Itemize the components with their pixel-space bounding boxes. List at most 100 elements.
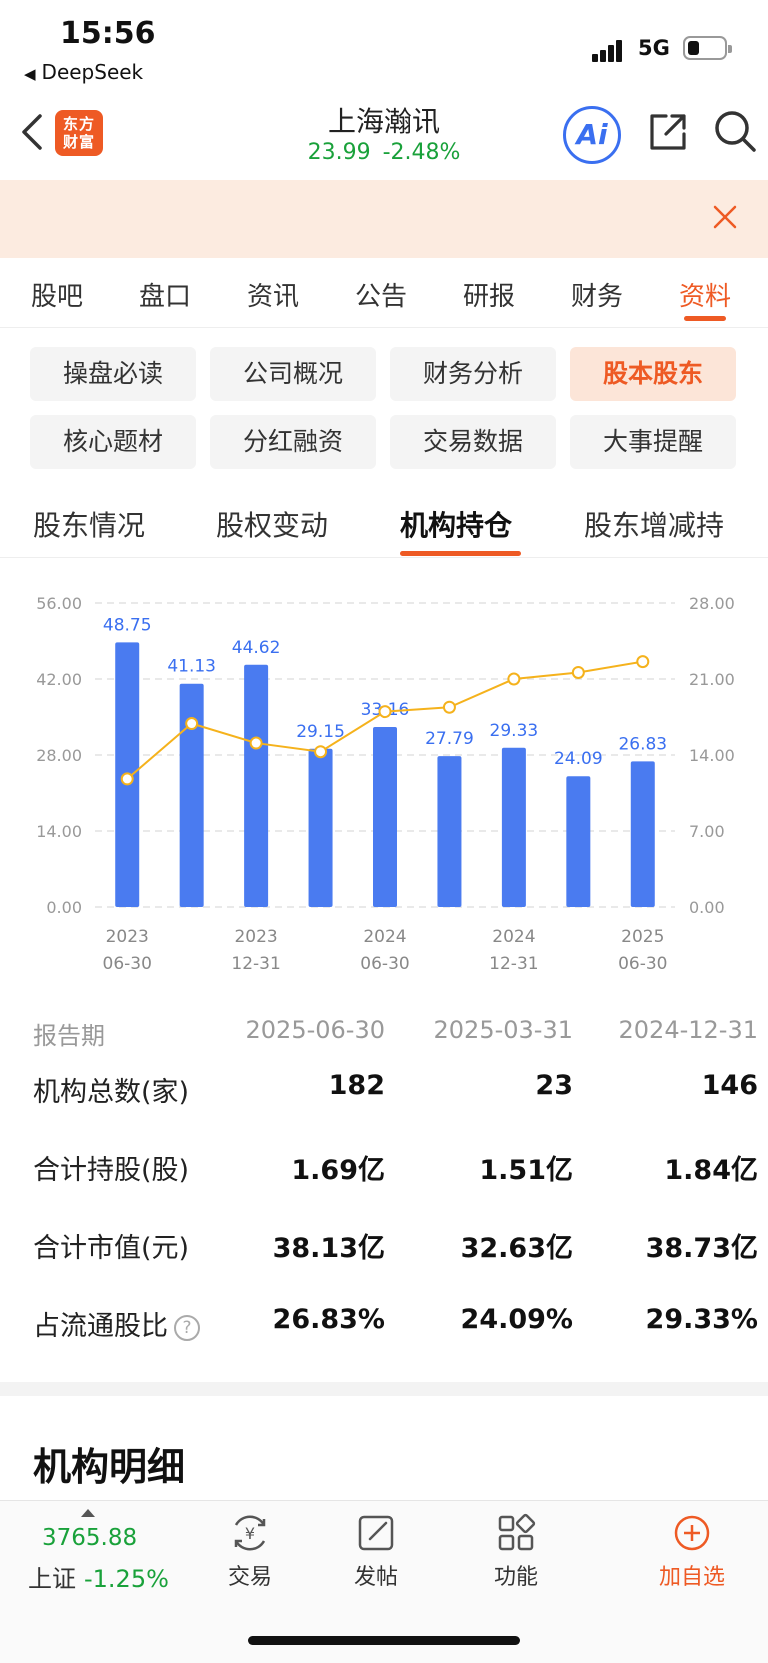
table-cell: 38.13亿 (272, 1233, 385, 1264)
nav-post[interactable]: 发帖 (321, 1513, 431, 1591)
stock-header: 东方 财富 上海瀚讯 23.99 -2.48% Ai (0, 92, 768, 180)
table-cell: 182 (328, 1070, 385, 1101)
promo-banner (0, 180, 768, 258)
bar (373, 726, 397, 907)
active-subtab-indicator (400, 551, 521, 556)
bar (179, 683, 204, 907)
share-icon[interactable] (646, 110, 690, 154)
table-header-row: 报告期 2025-06-30 2025-03-31 2024-12-31 (0, 1016, 768, 1056)
close-icon[interactable] (710, 202, 740, 232)
left-axis-tick: 14.00 (36, 822, 82, 841)
nav-functions[interactable]: 功能 (461, 1513, 571, 1591)
table-row: 合计持股(股) 1.69亿 1.51亿 1.84亿 (0, 1148, 768, 1188)
bar (630, 761, 655, 907)
tab-finance[interactable]: 财务 (571, 282, 624, 312)
chip-dividends-financing[interactable]: 分红融资 (210, 415, 376, 469)
row-label: 占流通股比 (33, 1311, 168, 1342)
tab-guba[interactable]: 股吧 (31, 282, 84, 312)
left-axis-tick: 56.00 (36, 594, 82, 613)
tab-profile[interactable]: 资料 (679, 282, 732, 312)
bar-value-label: 27.79 (425, 729, 474, 749)
back-to-app-link[interactable]: ◀ DeepSeek (24, 60, 143, 84)
nav-add-watchlist[interactable]: 加自选 (637, 1513, 747, 1591)
right-axis-tick: 21.00 (689, 670, 735, 689)
subtab-holder-changes[interactable]: 股东增减持 (584, 509, 725, 542)
x-axis-tick-year: 2023 (234, 927, 277, 947)
tab-announcements[interactable]: 公告 (355, 282, 408, 312)
bar-value-label: 24.09 (554, 749, 603, 769)
left-axis-tick: 28.00 (36, 746, 82, 765)
x-axis-tick-date: 12-31 (489, 954, 538, 974)
row-label: 合计市值(元) (33, 1233, 190, 1264)
bar (437, 756, 462, 907)
bottom-nav: 3765.88 上证 -1.25% ¥ 交易 发帖 功能 (0, 1500, 768, 1663)
x-axis-tick-date: 12-31 (231, 954, 280, 974)
table-cell: 29.33% (645, 1304, 758, 1335)
edit-post-icon (358, 1515, 394, 1551)
stock-name: 上海瀚讯 (327, 105, 440, 138)
index-change: -1.25% (84, 1565, 169, 1593)
tab-research[interactable]: 研报 (463, 282, 516, 312)
line-point (378, 705, 392, 719)
bar (244, 664, 269, 907)
nav-label: 功能 (493, 1565, 538, 1590)
index-value[interactable]: 3765.88 (42, 1525, 138, 1551)
chip-company-overview[interactable]: 公司概况 (210, 347, 376, 401)
sub-tabs: 股东情况 股权变动 机构持仓 股东增减持 (0, 488, 768, 558)
nav-trade[interactable]: ¥ 交易 (195, 1513, 305, 1591)
expand-caret-icon[interactable] (81, 1509, 95, 1517)
stock-quote: 23.99 -2.48% (0, 140, 768, 165)
back-arrow-icon[interactable] (18, 112, 48, 152)
line-point (314, 745, 328, 759)
chip-trading-must-read[interactable]: 操盘必读 (30, 347, 196, 401)
chip-event-reminders[interactable]: 大事提醒 (570, 415, 736, 469)
right-axis-tick: 14.00 (689, 746, 735, 765)
left-axis-tick: 42.00 (36, 670, 82, 689)
table-cell: 26.83% (272, 1304, 385, 1335)
stock-price: 23.99 (307, 140, 371, 165)
bar-value-label: 44.62 (232, 638, 281, 658)
left-axis-tick: 0.00 (46, 898, 82, 917)
back-app-label: DeepSeek (41, 60, 144, 84)
institutional-holdings-chart: 0.00 0.00 14.00 7.00 28.00 14.00 42.00 21.00 56.… (0, 580, 768, 980)
bar-value-label: 41.13 (167, 657, 216, 677)
battery-icon (683, 36, 732, 60)
help-icon[interactable]: ? (174, 1314, 200, 1341)
grid-icon (498, 1513, 536, 1551)
tab-pankou[interactable]: 盘口 (139, 282, 192, 312)
line-point (185, 717, 199, 731)
subtab-equity-changes[interactable]: 股权变动 (216, 509, 329, 542)
bar-value-label: 26.83 (618, 734, 667, 754)
tab-news[interactable]: 资讯 (247, 282, 300, 312)
ai-assistant-button[interactable]: Ai (563, 106, 621, 164)
index-ticker[interactable]: 上证 -1.25% (28, 1559, 169, 1594)
table-row: 合计市值(元) 38.13亿 32.63亿 38.73亿 (0, 1226, 768, 1266)
chip-trading-data[interactable]: 交易数据 (390, 415, 556, 469)
svg-text:¥: ¥ (245, 1524, 255, 1543)
chip-financial-analysis[interactable]: 财务分析 (390, 347, 556, 401)
trade-icon: ¥ (234, 1515, 266, 1551)
subtab-institutional-holdings[interactable]: 机构持仓 (400, 509, 513, 542)
app-logo[interactable]: 东方 财富 (55, 110, 103, 156)
table-row: 占流通股比? 26.83% 24.09% 29.33% (0, 1304, 768, 1344)
line-point (571, 665, 585, 679)
nav-label: 交易 (227, 1565, 272, 1590)
subtab-shareholders[interactable]: 股东情况 (33, 509, 146, 542)
x-axis-tick-date: 06-30 (618, 954, 667, 974)
table-cell: 1.69亿 (291, 1155, 385, 1186)
section-title: 机构明细 (33, 1445, 186, 1489)
bar (501, 747, 526, 907)
section-divider (0, 1382, 768, 1396)
line-point (120, 772, 134, 786)
chip-core-themes[interactable]: 核心题材 (30, 415, 196, 469)
search-icon[interactable] (712, 108, 758, 154)
stock-change: -2.48% (382, 140, 461, 165)
period-header: 2024-12-31 (618, 1016, 758, 1044)
x-axis-tick-year: 2025 (621, 927, 664, 947)
table-cell: 146 (701, 1070, 758, 1101)
row-label: 合计持股(股) (33, 1155, 190, 1186)
row-label: 机构总数(家) (33, 1077, 190, 1108)
period-header: 2025-03-31 (433, 1016, 573, 1044)
bar-value-label: 29.33 (490, 721, 539, 741)
chip-share-capital-holders[interactable]: 股本股东 (570, 347, 736, 401)
